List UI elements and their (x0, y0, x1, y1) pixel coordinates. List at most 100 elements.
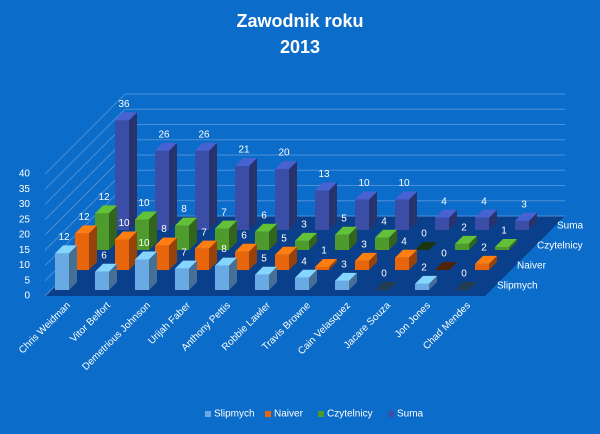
y-tick-label: 5 (24, 275, 30, 286)
grid-line (44, 169, 126, 251)
bar-face (55, 245, 77, 254)
bar-face (355, 260, 369, 270)
bar-face (509, 238, 517, 250)
bar-face (109, 205, 117, 250)
bar-face (375, 237, 389, 250)
y-tick-label: 40 (19, 169, 31, 180)
bar-face (155, 150, 169, 230)
bar-face (189, 217, 197, 250)
value-label: 8 (181, 204, 187, 215)
bar (315, 258, 337, 270)
bar (175, 260, 197, 290)
value-label: 12 (58, 232, 70, 243)
value-label: 20 (278, 148, 290, 159)
bar-face (275, 169, 289, 230)
value-label: 4 (441, 196, 447, 207)
value-label: 0 (381, 269, 387, 280)
bar-face (275, 246, 297, 255)
grid-line (44, 108, 126, 190)
bar-face (149, 251, 157, 290)
y-tick-label: 15 (19, 245, 31, 256)
bar (395, 249, 417, 270)
y-tick-label: 25 (19, 214, 31, 225)
bar (95, 263, 117, 290)
bar-face (75, 225, 97, 234)
bar (135, 251, 157, 290)
bar (155, 237, 177, 270)
bar-face (95, 271, 109, 290)
value-label: 10 (118, 218, 130, 229)
bar-face (355, 199, 369, 230)
bar (275, 246, 297, 270)
bar (435, 209, 457, 230)
bar (335, 226, 357, 250)
bar-face (135, 219, 149, 250)
value-label: 5 (281, 233, 287, 244)
grid-line (44, 139, 126, 221)
bar-face (195, 142, 217, 151)
bar (395, 191, 417, 230)
bar (215, 220, 237, 250)
bar (355, 252, 377, 270)
value-label: 5 (261, 253, 267, 264)
bar (255, 223, 277, 250)
y-tick-label: 30 (19, 199, 31, 210)
bar-face (529, 212, 537, 230)
bar-face (129, 112, 137, 230)
bar (195, 142, 217, 230)
bar-face (149, 211, 157, 250)
value-label: 36 (118, 99, 130, 110)
bar (435, 262, 457, 270)
bar-face (289, 161, 297, 230)
bar-face (209, 240, 217, 270)
value-label: 6 (261, 210, 267, 221)
bar-face (315, 266, 329, 270)
bar-face (115, 120, 129, 230)
value-label: 7 (221, 207, 227, 218)
bar-face (235, 243, 257, 252)
bar-face (155, 237, 177, 246)
bar (135, 211, 157, 250)
bar (415, 275, 437, 290)
bar (275, 161, 297, 230)
legend-label: Slipmych (214, 409, 255, 420)
bar-face (269, 266, 277, 290)
bar-face (215, 265, 229, 290)
bar-face (115, 239, 129, 270)
bar (455, 235, 477, 250)
bar-face (475, 209, 497, 218)
bar-face (449, 209, 457, 230)
bar-face (435, 209, 457, 218)
bar-face (415, 242, 437, 250)
value-label: 12 (78, 212, 90, 223)
value-label: 10 (138, 198, 150, 209)
bar-face (295, 232, 317, 241)
value-label: 26 (198, 129, 210, 140)
bar-face (349, 272, 357, 290)
bar-face (455, 243, 469, 250)
bar-face (389, 229, 397, 250)
legend-label: Suma (397, 409, 424, 420)
y-tick-label: 20 (19, 230, 31, 241)
bar-face (469, 235, 477, 250)
row-label: Suma (557, 221, 584, 232)
value-label: 3 (361, 239, 367, 250)
bar (455, 282, 477, 290)
bar (255, 266, 277, 290)
value-label: 1 (501, 226, 507, 237)
bar-face (315, 182, 337, 191)
bar-face (495, 238, 517, 247)
value-label: 0 (461, 269, 467, 280)
bar-face (375, 282, 397, 290)
row-label: Naiver (517, 261, 547, 272)
y-tick-label: 10 (19, 260, 31, 271)
bar-face (395, 191, 417, 200)
bar-face (215, 257, 237, 266)
bar-face (175, 225, 189, 250)
bar (475, 255, 497, 270)
bar (175, 217, 197, 250)
row-label: Czytelnicy (537, 241, 583, 252)
bar-face (395, 249, 417, 258)
bar-face (155, 245, 169, 270)
